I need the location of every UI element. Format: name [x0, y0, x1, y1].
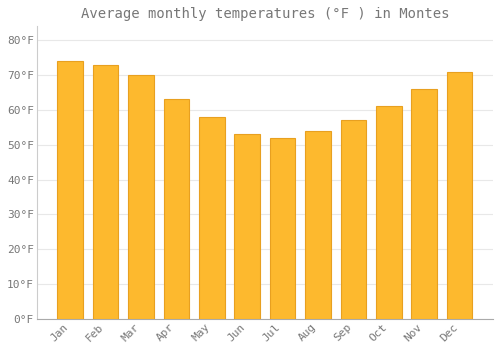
- Bar: [164, 99, 189, 319]
- Bar: [199, 117, 224, 319]
- Bar: [58, 61, 83, 319]
- Bar: [270, 138, 295, 319]
- Bar: [234, 134, 260, 319]
- Bar: [128, 75, 154, 319]
- Bar: [305, 131, 330, 319]
- Bar: [376, 106, 402, 319]
- Bar: [340, 120, 366, 319]
- Title: Average monthly temperatures (°F ) in Montes: Average monthly temperatures (°F ) in Mo…: [80, 7, 449, 21]
- Bar: [93, 65, 118, 319]
- Bar: [412, 89, 437, 319]
- Bar: [447, 71, 472, 319]
